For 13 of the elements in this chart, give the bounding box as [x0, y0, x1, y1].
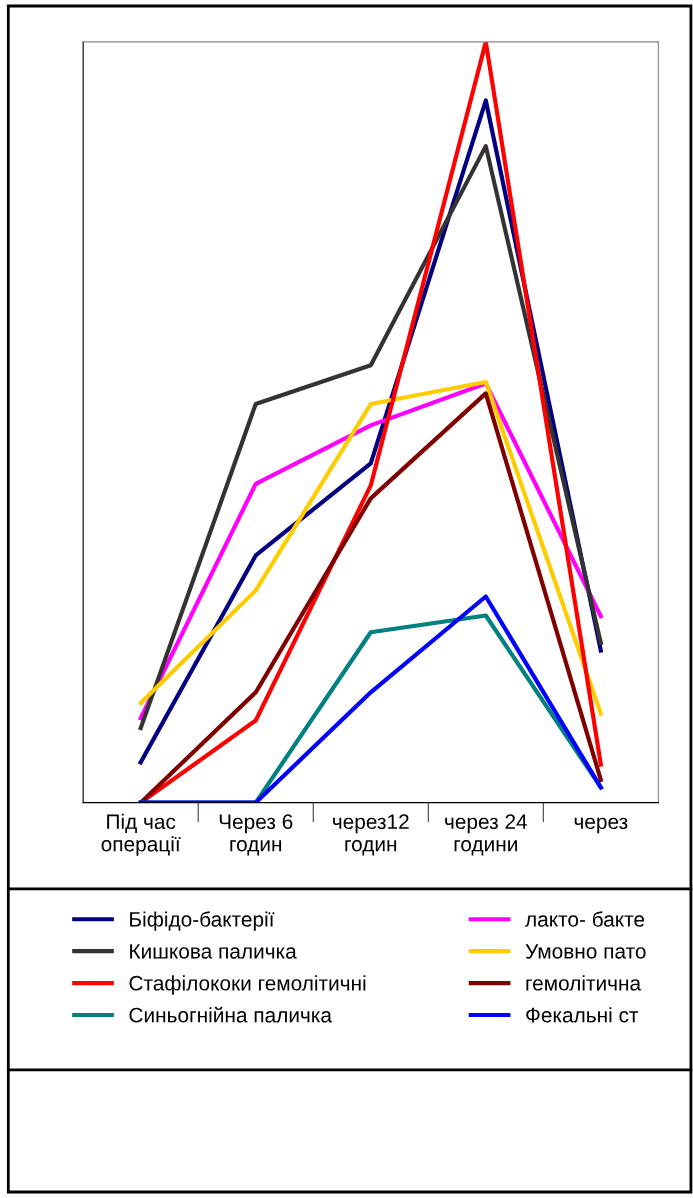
- legend-label: Кишкова паличка: [130, 944, 297, 959]
- x-tick-label: Під час операції: [101, 813, 181, 856]
- legend-label: гемолітична: [526, 975, 642, 991]
- legend-label: лакто- бакте: [525, 911, 645, 927]
- x-tick-label: через12 годин: [333, 814, 409, 856]
- legend-label: Синьогнійна паличка: [129, 1006, 332, 1023]
- legend-label: Умовно пато: [525, 944, 646, 959]
- legend-label: Фекальні ст: [526, 1007, 639, 1023]
- x-tick-label: Через 6 годин: [219, 814, 293, 856]
- x-tick-label: через 24 години: [445, 814, 528, 856]
- x-tick-label: через: [574, 817, 628, 834]
- legend-label: Біфідо-бактерії: [130, 911, 275, 931]
- legend-label: Стафілококи гемолітичні: [129, 975, 366, 995]
